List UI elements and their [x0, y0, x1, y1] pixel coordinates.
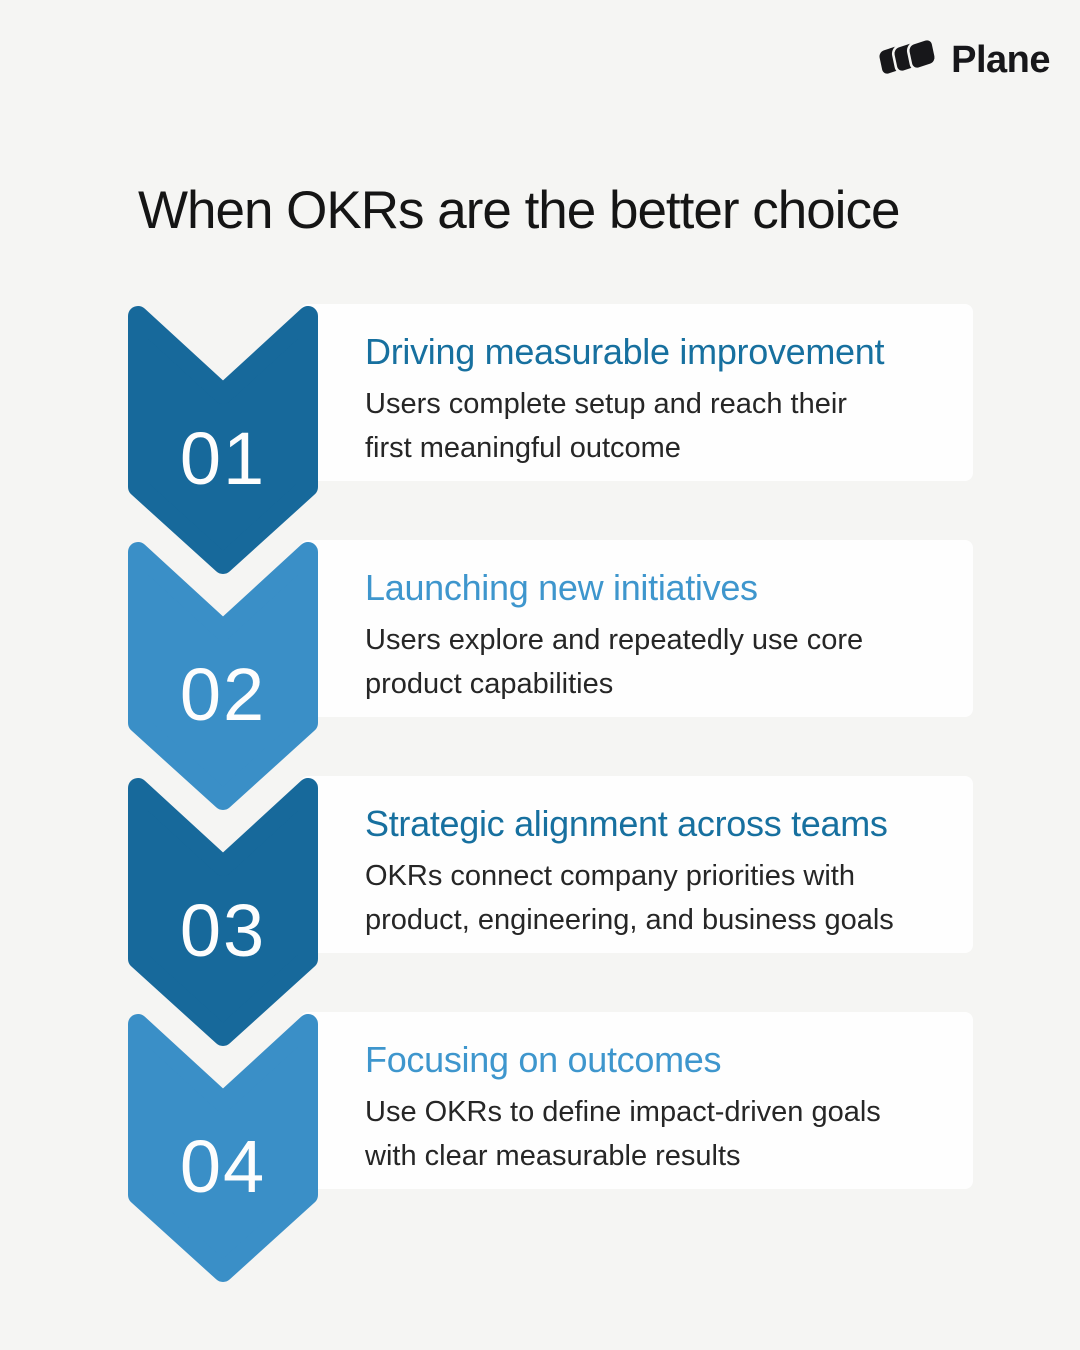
item-heading-2: Launching new initiatives	[365, 567, 758, 608]
step-number-2: 02	[179, 653, 267, 736]
brand-logo: Plane	[877, 34, 1050, 85]
item-description-4-line-2: with clear measurable results	[365, 1139, 741, 1172]
step-number-4: 04	[179, 1125, 267, 1208]
item-description-2-line-1: Users explore and repeatedly use core	[365, 624, 864, 656]
page-title: When OKRs are the better choice	[138, 180, 900, 240]
item-description-1-line-2: first meaningful outcome	[365, 431, 681, 464]
item-description-3: OKRs connect company priorities with pro…	[365, 855, 953, 942]
chevron-down-arrow-shape-3	[128, 778, 318, 1046]
item-description-1: Users complete setup and reach their fir…	[365, 383, 953, 470]
plane-logo-icon	[877, 34, 943, 85]
chevron-down-arrow-shape-4	[128, 1014, 318, 1282]
step-chevron-2: 02	[128, 542, 318, 810]
item-description-1-line-1: Users complete setup and reach their	[365, 388, 847, 420]
item-heading-3: Strategic alignment across teams	[365, 803, 888, 844]
item-card-1: Driving measurable improvement Users com…	[300, 304, 973, 481]
step-chevron-4: 04	[128, 1014, 318, 1282]
step-chevron-1: 01	[128, 306, 318, 574]
item-description-4: Use OKRs to define impact-driven goals w…	[365, 1091, 953, 1178]
item-card-4: Focusing on outcomes Use OKRs to define …	[300, 1012, 973, 1189]
item-heading-1: Driving measurable improvement	[365, 331, 885, 372]
chevron-down-arrow-shape-2	[128, 542, 318, 810]
item-description-2: Users explore and repeatedly use core pr…	[365, 619, 953, 706]
step-number-1: 01	[179, 417, 267, 500]
item-description-3-line-2: product, engineering, and business goals	[365, 903, 894, 936]
item-card-2: Launching new initiatives Users explore …	[300, 540, 973, 717]
brand-wordmark: Plane	[951, 38, 1050, 81]
item-heading-4: Focusing on outcomes	[365, 1039, 722, 1080]
item-description-3-line-1: OKRs connect company priorities with	[365, 860, 855, 892]
item-description-2-line-2: product capabilities	[365, 667, 614, 700]
step-number-3: 03	[179, 889, 267, 972]
step-chevron-3: 03	[128, 778, 318, 1046]
item-description-4-line-1: Use OKRs to define impact-driven goals	[365, 1096, 881, 1128]
chevron-down-arrow-shape-1	[128, 306, 318, 574]
item-card-3: Strategic alignment across teams OKRs co…	[300, 776, 973, 953]
